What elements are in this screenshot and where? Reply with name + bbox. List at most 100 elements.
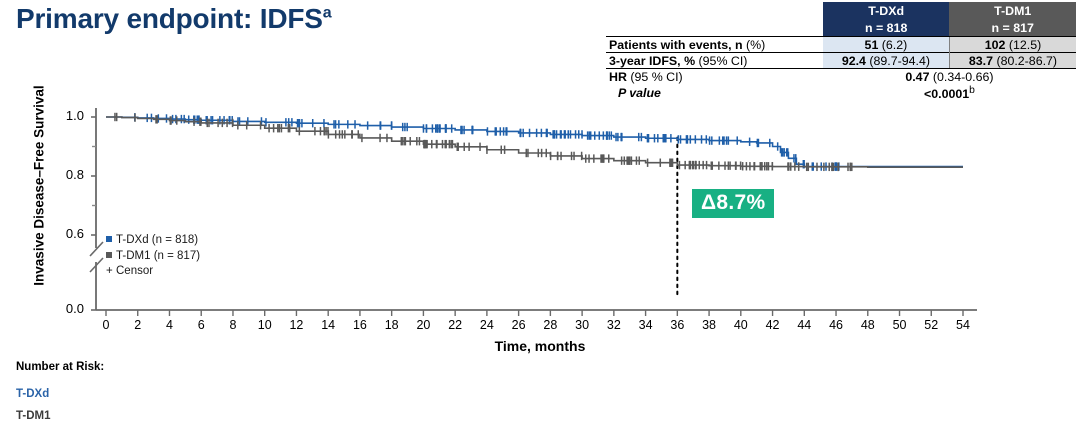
row-idfs3y-tdxd: 92.4 (89.7-94.4) xyxy=(822,52,950,69)
legend-swatch-tdxd-icon xyxy=(106,236,112,242)
row-events-tdxd-bold: 51 xyxy=(864,37,879,52)
x-tick-label-20: 20 xyxy=(416,318,431,332)
legend-label-censor: Censor xyxy=(116,265,154,277)
row-label-idfs3y-bold: 3-year IDFS, % xyxy=(609,53,696,68)
x-tick-label-28: 28 xyxy=(543,318,558,332)
km-curve-tdxd xyxy=(106,116,963,168)
y-tick-label-0.6: 0.6 xyxy=(65,226,84,241)
x-tick-label-14: 14 xyxy=(321,318,336,332)
x-tick-label-54: 54 xyxy=(956,318,970,332)
row-idfs3y-tdm1-rest: (80.2-86.7) xyxy=(993,53,1058,68)
row-idfs3y-tdxd-bold: 92.4 xyxy=(841,53,866,68)
legend-plus-icon: + xyxy=(106,265,113,277)
row-label-pvalue: P value xyxy=(606,84,823,101)
x-tick-label-26: 26 xyxy=(511,318,526,332)
results-table-header-n-row: n = 818 n = 817 xyxy=(606,19,1076,37)
legend-label-tdxd: T-DXd (n = 818) xyxy=(116,234,199,246)
legend-label-tdm1: T-DM1 (n = 817) xyxy=(116,249,201,262)
x-tick-label-10: 10 xyxy=(257,318,272,332)
row-label-idfs3y-rest: (95% CI) xyxy=(695,53,748,68)
x-tick-label-38: 38 xyxy=(702,318,717,332)
km-plot-svg xyxy=(89,108,977,316)
y-tick-label-0.8: 0.8 xyxy=(65,167,84,182)
nar-label-tdxd: T-DXd xyxy=(16,388,50,400)
row-hr-value: 0.47 (0.34-0.66) xyxy=(822,68,1076,84)
row-label-pvalue-italic: P xyxy=(618,85,626,100)
x-tick-label-44: 44 xyxy=(797,318,812,332)
x-tick-label-2: 2 xyxy=(134,318,142,332)
results-table-n-blank xyxy=(606,19,823,37)
page-title-superscript: a xyxy=(322,4,332,22)
number-at-risk-title: Number at Risk: xyxy=(16,361,105,373)
y-axis-break-mark-upper xyxy=(89,241,104,257)
results-table-header-tdm1: T-DM1 xyxy=(949,2,1076,19)
row-label-events-bold: Patients with events, n xyxy=(609,37,743,52)
row-idfs3y-tdxd-rest: (89.7-94.4) xyxy=(865,53,930,68)
row-events-tdm1-rest: (12.5) xyxy=(1005,37,1042,52)
table-row-events: Patients with events, n (%) 51 (6.2) 102… xyxy=(606,36,1076,53)
x-tick-label-4: 4 xyxy=(165,318,173,332)
header-tdxd-name: T-DXd xyxy=(868,3,905,18)
x-tick-label-8: 8 xyxy=(229,318,237,332)
legend-item-tdxd: T-DXd (n = 818) xyxy=(106,233,200,249)
x-tick-label-46: 46 xyxy=(829,318,843,332)
row-idfs3y-tdm1-bold: 83.7 xyxy=(968,53,993,68)
row-events-tdxd-rest: (6.2) xyxy=(878,37,908,52)
x-tick-label-18: 18 xyxy=(384,318,399,332)
x-tick-label-22: 22 xyxy=(448,318,463,332)
results-table-header-row: T-DXd T-DM1 xyxy=(606,2,1076,19)
row-pvalue-superscript: b xyxy=(969,85,975,96)
row-label-hr-bold: HR xyxy=(609,69,627,84)
row-hr-value-rest: (0.34-0.66) xyxy=(929,69,994,84)
x-tick-label-30: 30 xyxy=(575,318,590,332)
km-curve-tdm1 xyxy=(106,116,963,168)
row-label-idfs3y: 3-year IDFS, % (95% CI) xyxy=(606,52,823,69)
header-tdxd-n: n = 818 xyxy=(822,19,950,37)
row-events-tdm1: 102 (12.5) xyxy=(948,36,1076,53)
x-tick-label-52: 52 xyxy=(924,318,939,332)
row-events-tdxd: 51 (6.2) xyxy=(822,36,950,53)
x-tick-label-34: 34 xyxy=(638,318,653,332)
legend-item-tdm1: T-DM1 (n = 817) xyxy=(106,249,200,265)
x-tick-label-12: 12 xyxy=(289,318,304,332)
legend-item-censor: + Censor xyxy=(106,264,200,280)
row-idfs3y-tdm1: 83.7 (80.2-86.7) xyxy=(948,52,1076,69)
censor-marks-tdm1 xyxy=(114,112,853,172)
nar-label-tdm1: T-DM1 xyxy=(16,410,51,422)
row-label-events-rest: (%) xyxy=(742,37,766,52)
row-label-pvalue-rest: value xyxy=(625,85,661,100)
page-title-text: Primary endpoint: IDFS xyxy=(16,3,323,34)
row-pvalue-value: <0.0001b xyxy=(822,84,1076,102)
table-row-pvalue: P value <0.0001b xyxy=(606,84,1076,102)
x-tick-label-6: 6 xyxy=(197,318,205,332)
header-tdm1-n: n = 817 xyxy=(949,19,1076,37)
x-tick-label-36: 36 xyxy=(670,318,685,332)
row-pvalue-value-bold: <0.0001 xyxy=(924,87,970,102)
results-table-header-blank xyxy=(606,2,823,19)
x-tick-label-50: 50 xyxy=(892,318,907,332)
x-tick-label-42: 42 xyxy=(765,318,780,332)
legend-swatch-tdm1-icon xyxy=(106,251,112,258)
x-tick-label-40: 40 xyxy=(733,318,748,332)
delta-badge: Δ8.7% xyxy=(692,189,775,218)
row-events-tdm1-bold: 102 xyxy=(984,37,1006,52)
chart-legend: T-DXd (n = 818) T-DM1 (n = 817) + Censor xyxy=(106,233,200,280)
table-row-idfs3y: 3-year IDFS, % (95% CI) 92.4 (89.7-94.4)… xyxy=(606,52,1076,69)
y-axis-break-mark-lower xyxy=(89,257,104,273)
page-title: Primary endpoint: IDFSa xyxy=(16,3,332,35)
results-table-header-tdxd: T-DXd xyxy=(822,2,950,19)
x-tick-label-0: 0 xyxy=(102,318,110,332)
header-tdm1-name: T-DM1 xyxy=(994,3,1032,18)
table-row-hr: HR (95 % CI) 0.47 (0.34-0.66) xyxy=(606,68,1076,85)
x-tick-label-48: 48 xyxy=(860,318,875,332)
x-tick-label-16: 16 xyxy=(352,318,367,332)
row-label-events: Patients with events, n (%) xyxy=(606,36,823,53)
y-tick-label-0.0: 0.0 xyxy=(65,301,84,316)
row-label-hr: HR (95 % CI) xyxy=(606,69,823,85)
x-tick-label-24: 24 xyxy=(479,318,494,332)
row-label-hr-rest: (95 % CI) xyxy=(626,69,683,84)
km-plot xyxy=(0,60,1080,360)
x-tick-label-32: 32 xyxy=(606,318,621,332)
y-tick-label-1.0: 1.0 xyxy=(65,108,84,123)
x-axis-title: Time, months xyxy=(494,338,586,354)
